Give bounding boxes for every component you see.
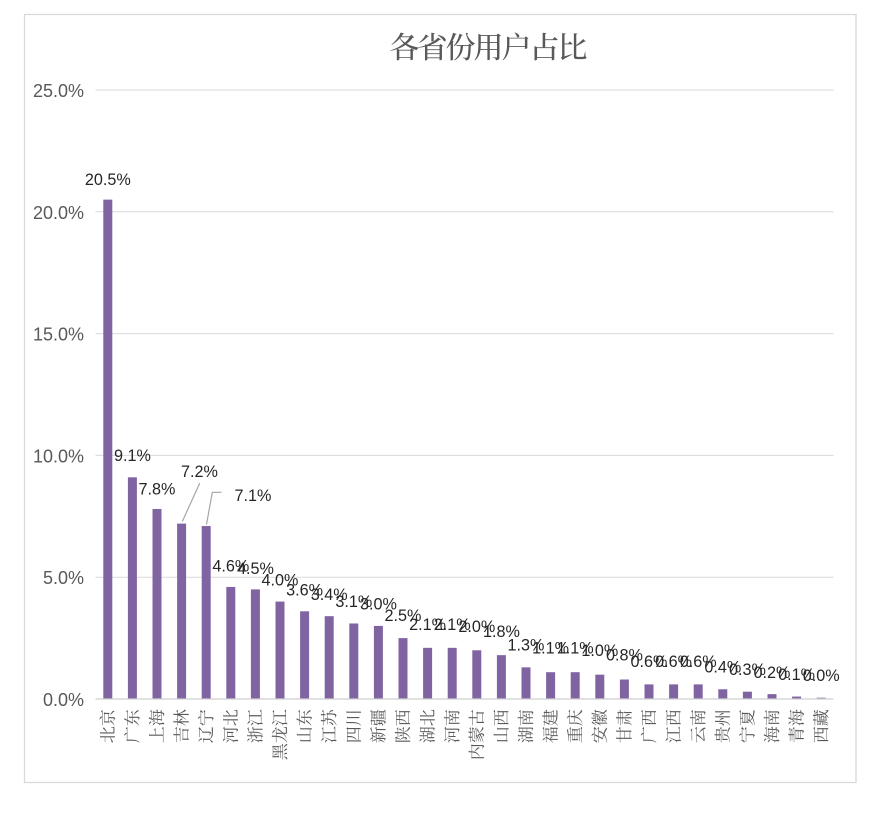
- svg-text:3.1%: 3.1%: [335, 593, 372, 611]
- svg-text:4.5%: 4.5%: [237, 560, 274, 578]
- svg-text:0.8%: 0.8%: [606, 647, 643, 665]
- svg-text:0.6%: 0.6%: [631, 653, 668, 671]
- svg-text:9.1%: 9.1%: [114, 447, 151, 465]
- svg-text:0.1%: 0.1%: [778, 666, 815, 684]
- svg-text:1.3%: 1.3%: [508, 636, 545, 654]
- svg-text:0.3%: 0.3%: [729, 661, 766, 679]
- svg-text:3.6%: 3.6%: [286, 581, 323, 599]
- svg-text:0.0%: 0.0%: [803, 667, 840, 685]
- svg-text:7.8%: 7.8%: [139, 481, 176, 499]
- svg-text:10.0%: 10.0%: [33, 446, 84, 466]
- svg-text:20.5%: 20.5%: [85, 171, 131, 189]
- svg-text:2.5%: 2.5%: [385, 607, 422, 625]
- svg-text:4.6%: 4.6%: [212, 557, 249, 575]
- svg-text:0.0%: 0.0%: [43, 690, 84, 710]
- svg-text:1.1%: 1.1%: [557, 640, 594, 658]
- svg-text:20.0%: 20.0%: [33, 203, 84, 223]
- svg-text:0.2%: 0.2%: [754, 664, 791, 682]
- svg-text:1.1%: 1.1%: [532, 640, 569, 658]
- svg-text:0.4%: 0.4%: [704, 658, 741, 676]
- svg-text:0.6%: 0.6%: [655, 653, 692, 671]
- svg-text:0.6%: 0.6%: [680, 653, 717, 671]
- svg-text:1.8%: 1.8%: [483, 623, 520, 641]
- svg-text:4.0%: 4.0%: [262, 572, 299, 590]
- svg-text:15.0%: 15.0%: [33, 325, 84, 345]
- svg-text:3.0%: 3.0%: [360, 595, 397, 613]
- svg-text:2.0%: 2.0%: [458, 618, 495, 636]
- svg-text:5.0%: 5.0%: [43, 568, 84, 588]
- svg-text:7.1%: 7.1%: [235, 487, 272, 505]
- svg-text:25.0%: 25.0%: [33, 81, 84, 101]
- svg-text:2.1%: 2.1%: [409, 616, 446, 634]
- svg-text:3.4%: 3.4%: [311, 586, 348, 604]
- svg-text:2.1%: 2.1%: [434, 616, 471, 634]
- svg-text:7.2%: 7.2%: [181, 463, 218, 481]
- svg-text:1.0%: 1.0%: [581, 642, 618, 660]
